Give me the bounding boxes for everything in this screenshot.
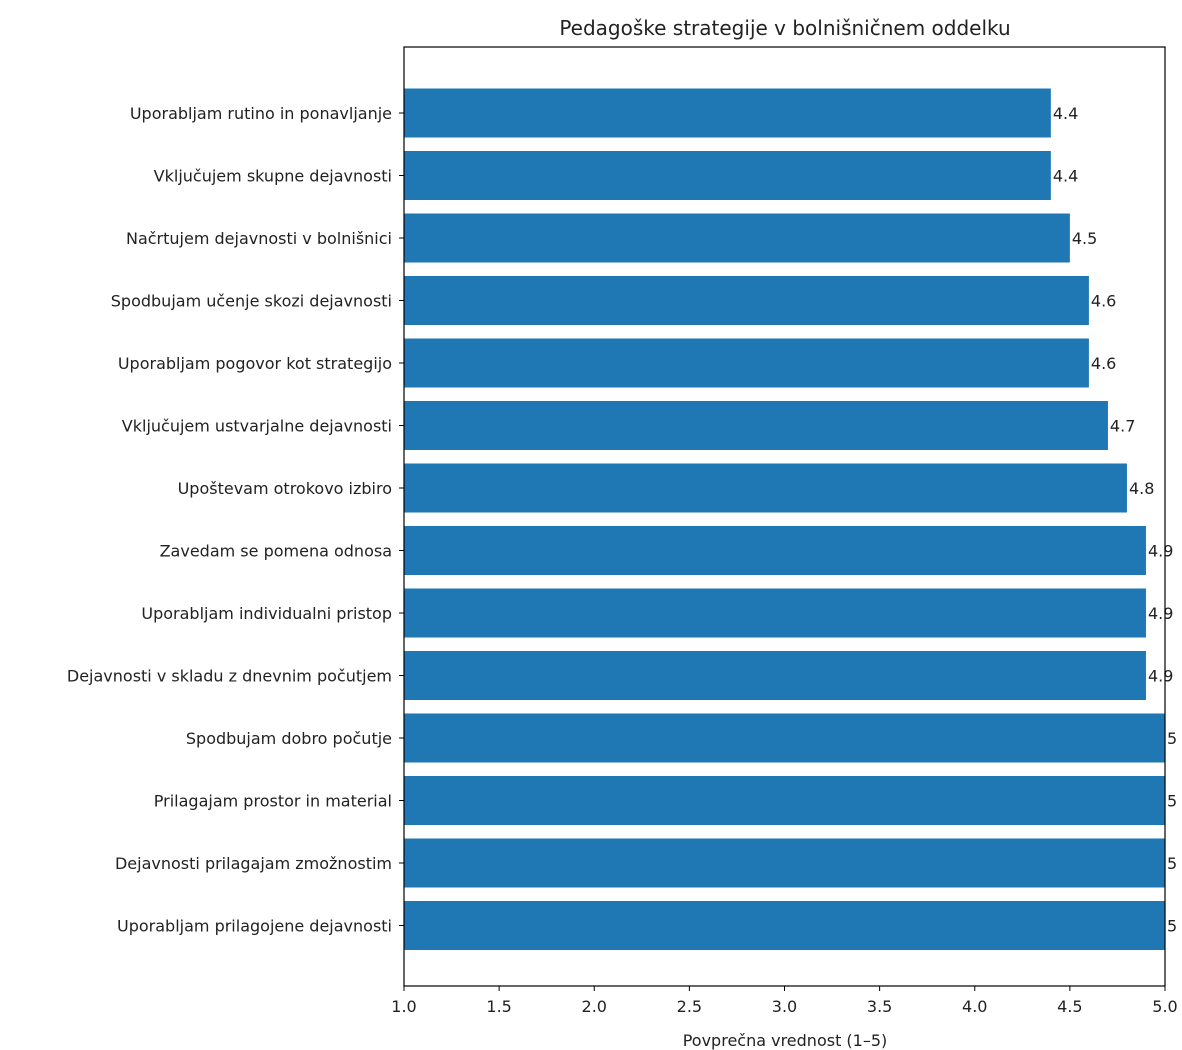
category-label: Dejavnosti prilagajam zmožnostim: [115, 854, 392, 873]
category-label: Uporabljam individualni pristop: [141, 604, 392, 623]
data-label: 5: [1167, 917, 1177, 936]
category-label: Spodbujam učenje skozi dejavnosti: [111, 292, 392, 311]
data-label: 4.9: [1148, 667, 1173, 686]
x-tick-label: 1.5: [486, 997, 511, 1016]
category-label: Spodbujam dobro počutje: [186, 729, 392, 748]
category-label: Prilagajam prostor in material: [154, 792, 392, 811]
data-label: 4.6: [1091, 292, 1116, 311]
x-tick-label: 3.0: [772, 997, 797, 1016]
bar-10: [404, 651, 1146, 700]
bar-13: [404, 838, 1165, 888]
data-label: 5: [1167, 729, 1177, 748]
bar-14: [404, 901, 1165, 950]
data-label: 4.9: [1148, 542, 1173, 561]
data-label: 4.4: [1053, 167, 1078, 186]
category-label: Uporabljam rutino in ponavljanje: [130, 104, 392, 123]
data-label: 4.5: [1072, 229, 1097, 248]
x-tick-label: 4.0: [962, 997, 987, 1016]
bar-6: [404, 401, 1108, 450]
data-label: 4.7: [1110, 417, 1135, 436]
x-axis-label: Povprečna vrednost (1–5): [683, 1031, 888, 1050]
category-label: Upoštevam otrokovo izbiro: [178, 479, 392, 498]
bar-1: [404, 88, 1051, 138]
category-label: Vključujem skupne dejavnosti: [154, 167, 392, 186]
category-label: Uporabljam prilagojene dejavnosti: [117, 917, 392, 936]
category-label: Dejavnosti v skladu z dnevnim počutjem: [67, 667, 392, 686]
data-label: 4.9: [1148, 604, 1173, 623]
category-label: Načrtujem dejavnosti v bolnišnici: [126, 229, 392, 248]
bar-4: [404, 276, 1089, 325]
bar-9: [404, 588, 1146, 638]
x-tick-label: 2.5: [677, 997, 702, 1016]
bar-3: [404, 213, 1070, 263]
category-labels: Uporabljam rutino in ponavljanje Vključuj…: [67, 104, 392, 936]
category-label: Zavedam se pomena odnosa: [160, 542, 392, 561]
x-tick-label: 2.0: [582, 997, 607, 1016]
data-label: 5: [1167, 854, 1177, 873]
bar-5: [404, 338, 1089, 388]
bar-11: [404, 713, 1165, 763]
bar-8: [404, 526, 1146, 575]
data-label: 4.6: [1091, 354, 1116, 373]
x-tick-label: 4.5: [1057, 997, 1082, 1016]
bar-2: [404, 151, 1051, 200]
chart-title: Pedagoške strategije v bolnišničnem odde…: [559, 16, 1010, 40]
data-label: 4.4: [1053, 104, 1078, 123]
bar-7: [404, 463, 1127, 513]
data-label: 5: [1167, 792, 1177, 811]
plot-frame: [403, 46, 1166, 987]
bars-layer: [404, 88, 1165, 950]
data-label: 4.8: [1129, 479, 1154, 498]
category-label: Uporabljam pogovor kot strategijo: [118, 354, 392, 373]
data-labels: 4.4 4.4 4.5 4.6 4.6 4.7 4.8 4.9 4.9 4.9 5 5 5 5: [1053, 104, 1177, 936]
category-label: Vključujem ustvarjalne dejavnosti: [122, 417, 392, 436]
bar-12: [404, 776, 1165, 825]
x-tick-label: 3.5: [867, 997, 892, 1016]
x-tick-label: 5.0: [1152, 997, 1177, 1016]
x-tick-label: 1.0: [391, 997, 416, 1016]
x-axis: 1.0 1.5 2.0 2.5 3.0 3.5 4.0 4.5 5.0: [391, 112, 1178, 1016]
